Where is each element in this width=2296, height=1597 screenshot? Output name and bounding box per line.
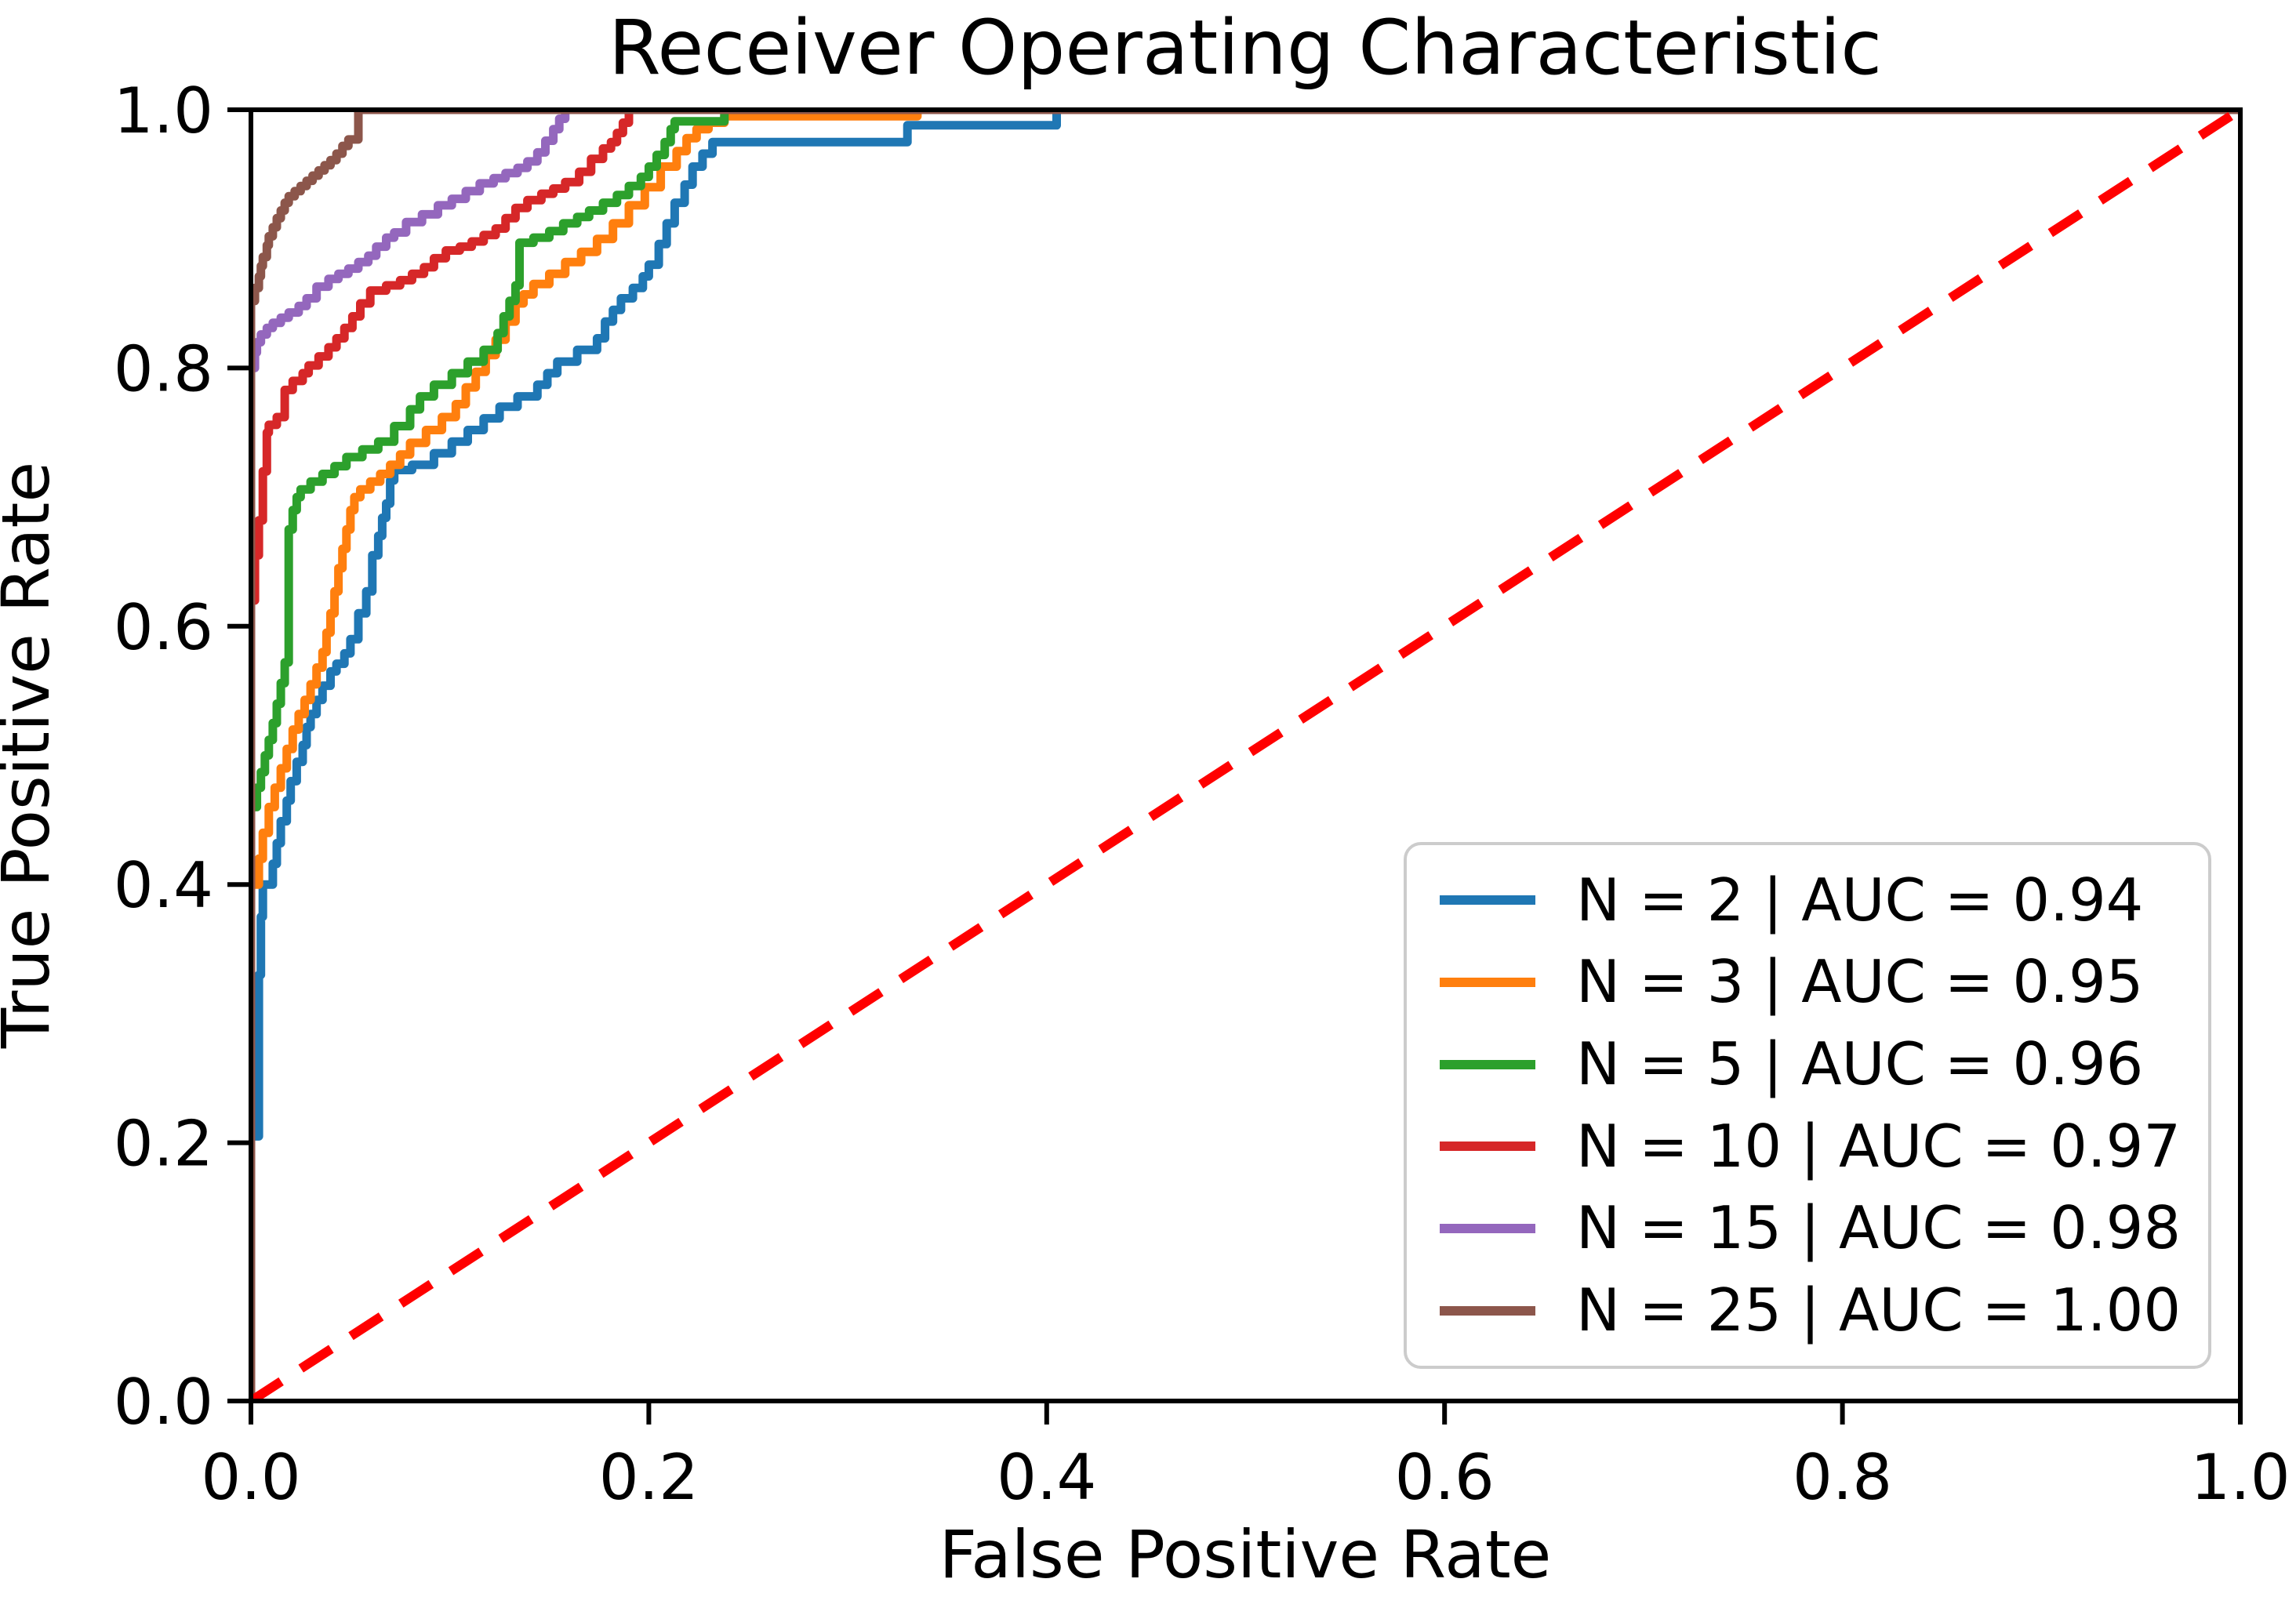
legend-line-sample: [1440, 977, 1535, 987]
legend-label: N = 25 | AUC = 1.00: [1576, 1276, 2182, 1345]
x-tick-label: 0.8: [1793, 1441, 1892, 1514]
ticks-group: 0.0 0.2 0.4 0.6 0.8 1.0 0.0 0.2 0.4 0.6 0.8 1.0: [114, 74, 2291, 1514]
x-tick-label: 0.2: [599, 1441, 699, 1514]
y-axis-label: True Positive Rate: [0, 462, 64, 1049]
roc-curve-n15: [251, 110, 2240, 1401]
y-tick-label: 0.4: [114, 849, 213, 922]
legend-label: N = 15 | AUC = 0.98: [1576, 1193, 2182, 1263]
y-tick-label: 1.0: [114, 74, 213, 147]
legend-label: N = 2 | AUC = 0.94: [1576, 865, 2144, 935]
legend-label: N = 3 | AUC = 0.95: [1576, 947, 2144, 1017]
legend-line-sample: [1440, 1141, 1535, 1152]
roc-curve-n3: [251, 110, 2240, 1401]
axes-spines: [249, 107, 2243, 1403]
y-tick-label: 0.6: [114, 591, 213, 664]
legend-line-sample: [1440, 1059, 1535, 1069]
legend-item-n10: N = 10 | AUC = 0.97: [1440, 1107, 2208, 1185]
roc-curves-group: [251, 110, 2240, 1401]
y-tick-label: 0.8: [114, 332, 213, 405]
legend-item-n5: N = 5 | AUC = 0.96: [1440, 1025, 2208, 1104]
chart-title: Receiver Operating Characteristic: [609, 4, 1882, 92]
legend-label: N = 10 | AUC = 0.97: [1576, 1111, 2182, 1181]
y-tick-label: 0.0: [114, 1366, 213, 1439]
x-axis-label: False Positive Rate: [939, 1516, 1552, 1593]
roc-curve-n10: [251, 110, 2240, 1401]
legend-item-n25: N = 25 | AUC = 1.00: [1440, 1272, 2208, 1350]
roc-curve-n5: [251, 110, 2240, 1401]
roc-curve-n2: [251, 110, 2240, 1401]
chance-diagonal-line: [251, 110, 2240, 1401]
y-tick-label: 0.2: [114, 1108, 213, 1181]
legend-line-sample: [1440, 1223, 1535, 1233]
legend-label: N = 5 | AUC = 0.96: [1576, 1029, 2144, 1099]
legend-item-n3: N = 3 | AUC = 0.95: [1440, 943, 2208, 1022]
legend-item-n2: N = 2 | AUC = 0.94: [1440, 861, 2208, 939]
x-tick-label: 0.6: [1395, 1441, 1495, 1514]
legend-line-sample: [1440, 895, 1535, 906]
legend-item-n15: N = 15 | AUC = 0.98: [1440, 1189, 2208, 1268]
x-tick-label: 0.4: [997, 1441, 1096, 1514]
legend-line-sample: [1440, 1305, 1535, 1316]
legend-box: N = 2 | AUC = 0.94 N = 3 | AUC = 0.95 N = …: [1404, 842, 2211, 1369]
roc-curve-n25: [251, 110, 2240, 1401]
x-tick-label: 0.0: [201, 1441, 300, 1514]
x-tick-label: 1.0: [2190, 1441, 2290, 1514]
